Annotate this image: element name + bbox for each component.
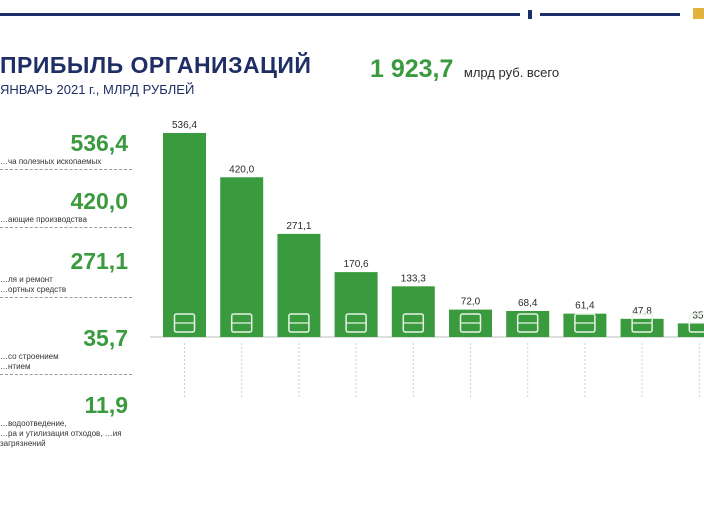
bar (677, 323, 704, 337)
sidebar-value: 11,9 (84, 392, 129, 418)
sidebar-value: 35,7 (83, 325, 128, 351)
page-title: ПРИБЫЛЬ ОРГАНИЗАЦИЙ (0, 52, 312, 78)
sidebar-item: 536,4 …ча полезных ископаемых (0, 130, 132, 170)
total-unit: млрд руб. всего (463, 65, 560, 80)
sidebar-divider (0, 297, 132, 298)
bar (163, 133, 206, 337)
sidebar-label: …ча полезных ископаемых (0, 157, 102, 166)
bar-value-label: 133,3 (401, 273, 426, 284)
sidebar-divider (0, 374, 132, 375)
total-value: 1 923,7 (370, 55, 454, 83)
bar-value-label: 72,0 (461, 297, 481, 308)
sidebar-label: …нтием (0, 362, 31, 371)
sidebar-item: 420,0 …ающие производства (0, 188, 132, 228)
sidebar-divider (0, 169, 132, 170)
top-rule-left (0, 13, 520, 16)
total-block: 1 923,7 млрд руб. всего (370, 55, 559, 84)
corner-square (693, 8, 704, 19)
brick-icon (459, 313, 482, 333)
bar-value-label: 271,1 (286, 221, 311, 232)
shopping-bag-icon (288, 313, 310, 333)
sidebar-label: …со строением (0, 352, 59, 361)
head-icon (516, 313, 539, 333)
sidebar-divider (0, 227, 132, 228)
bar (506, 310, 550, 337)
bar-value-label: 170,6 (344, 259, 369, 270)
sidebar-label: …ающие производства (0, 215, 87, 224)
bar (620, 318, 664, 337)
sidebar-item: 35,7 …со строением …нтием (0, 325, 132, 375)
power-tower-icon (345, 313, 367, 333)
bar-value-label: 536,4 (172, 120, 197, 131)
circuit-icon (574, 313, 596, 333)
misc-icon (688, 313, 704, 333)
bar-value-label: 35, (692, 310, 704, 321)
bar-value-label: 61,4 (575, 301, 595, 312)
sidebar-label: …водоотведение, (0, 419, 67, 428)
bar-value-label: 47,8 (632, 306, 652, 317)
top-rule-right (540, 13, 680, 16)
sidebar-label: …ля и ремонт (0, 275, 53, 284)
sidebar-label: …ра и утилизация отходов, …ия загрязнени… (0, 429, 122, 448)
page-subtitle: ЯНВАРЬ 2021 г., МЛРД РУБЛЕЙ (0, 82, 195, 97)
growth-icon (631, 313, 653, 333)
oil-pump-icon (173, 313, 196, 333)
bar-value-label: 420,0 (229, 164, 254, 175)
sidebar-value: 271,1 (70, 248, 128, 274)
sidebar-item: 271,1 …ля и ремонт …ортных средств (0, 248, 132, 298)
bar (220, 177, 264, 337)
sidebar-value: 536,4 (70, 130, 128, 156)
bar-value-label: 68,4 (518, 298, 538, 309)
box-icon (402, 313, 425, 333)
bar (391, 286, 435, 337)
robot-arm-icon (230, 313, 253, 333)
bar (563, 313, 607, 337)
bar (277, 233, 321, 337)
top-rule-marker (528, 10, 532, 19)
sidebar-item: 11,9 …водоотведение, …ра и утилизация от… (0, 392, 132, 449)
sidebar-label: …ортных средств (0, 285, 67, 294)
sidebar-value: 420,0 (70, 188, 128, 214)
bar (334, 272, 378, 337)
